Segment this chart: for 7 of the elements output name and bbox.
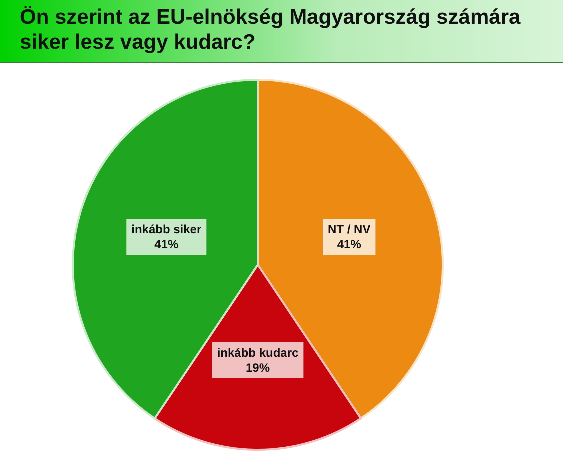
slice-label: inkább siker xyxy=(132,222,202,237)
data-label: 19% xyxy=(246,361,270,375)
slice-label: inkább kudarc xyxy=(217,346,300,360)
data-label: 41% xyxy=(154,238,179,252)
slice-label: NT / NV xyxy=(328,222,371,237)
data-label: 41% xyxy=(337,238,362,252)
chart-title: Ön szerint az EU-elnökség Magyarország számára siker lesz vagy kudarc? xyxy=(20,5,522,55)
